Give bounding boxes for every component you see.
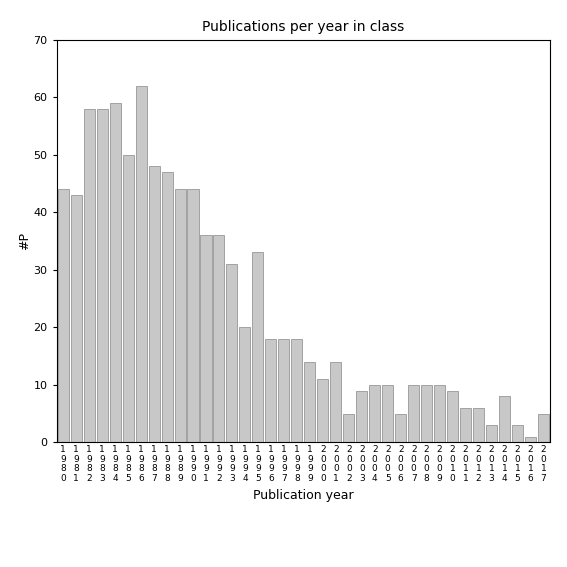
Bar xyxy=(58,189,69,442)
Bar xyxy=(486,425,497,442)
Bar xyxy=(226,264,238,442)
Bar xyxy=(382,385,393,442)
Bar xyxy=(343,413,354,442)
Y-axis label: #P: #P xyxy=(18,232,31,250)
Bar xyxy=(421,385,432,442)
Bar xyxy=(369,385,380,442)
Bar xyxy=(265,338,276,442)
Bar xyxy=(239,327,251,442)
Bar xyxy=(434,385,445,442)
Title: Publications per year in class: Publications per year in class xyxy=(202,20,404,35)
Bar xyxy=(84,109,95,442)
Bar xyxy=(291,338,302,442)
Bar xyxy=(201,235,211,442)
Bar xyxy=(96,109,108,442)
Bar xyxy=(331,362,341,442)
Bar xyxy=(318,379,328,442)
Bar xyxy=(136,86,147,442)
X-axis label: Publication year: Publication year xyxy=(253,489,354,502)
Bar xyxy=(447,391,458,442)
Bar xyxy=(188,189,198,442)
Bar xyxy=(278,338,289,442)
Bar xyxy=(162,172,172,442)
Bar xyxy=(538,413,549,442)
Bar xyxy=(512,425,523,442)
Bar xyxy=(408,385,419,442)
Bar xyxy=(122,155,134,442)
Bar xyxy=(149,166,159,442)
Bar xyxy=(304,362,315,442)
Bar xyxy=(395,413,406,442)
Bar xyxy=(213,235,225,442)
Bar xyxy=(71,195,82,442)
Bar xyxy=(499,396,510,442)
Bar xyxy=(460,408,471,442)
Bar xyxy=(356,391,367,442)
Bar xyxy=(175,189,185,442)
Bar xyxy=(525,437,536,442)
Bar xyxy=(473,408,484,442)
Bar xyxy=(109,103,121,442)
Bar xyxy=(252,252,264,442)
